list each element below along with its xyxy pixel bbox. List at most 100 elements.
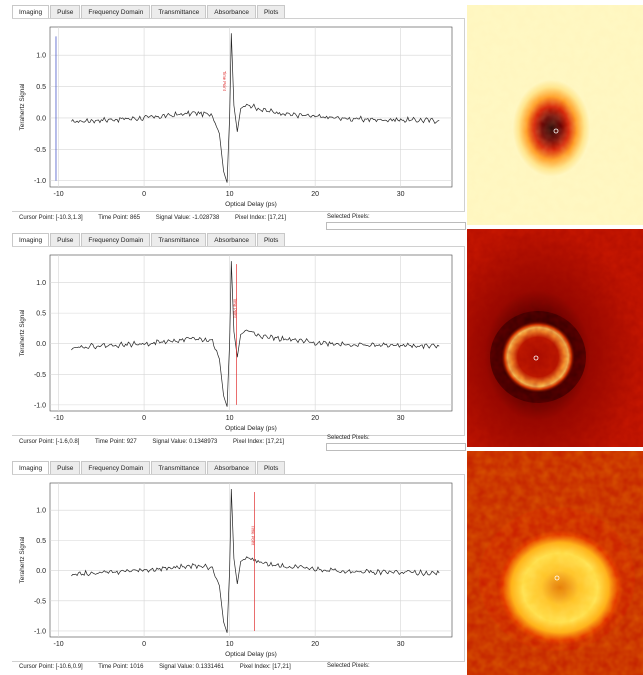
heatmap-noise (467, 5, 643, 225)
tab-bar: Imaging Pulse Frequency Domain Transmitt… (12, 233, 286, 247)
y-tick-label: 0.0 (36, 341, 46, 348)
tab-transmittance[interactable]: Transmittance (151, 461, 207, 474)
cursor-point-readout: Cursor Point: [-1.6,0.8] (19, 439, 80, 445)
x-tick-label: 30 (397, 415, 405, 422)
time-point-readout: Time Point: 865 (98, 215, 141, 221)
status-bar: Cursor Point: [-10.6,0.9] Time Point: 10… (19, 664, 305, 670)
x-tick-label: -10 (53, 191, 63, 198)
x-tick-label: 0 (142, 641, 146, 648)
x-axis-label: Optical Delay (ps) (225, 651, 277, 658)
x-tick-label: 30 (397, 641, 405, 648)
y-tick-label: 0.5 (36, 311, 46, 318)
tab-absorbance[interactable]: Absorbance (207, 461, 256, 474)
tab-bar: Imaging Pulse Frequency Domain Transmitt… (12, 5, 286, 19)
pixel-index-readout: Pixel Index: [17,21] (233, 439, 285, 445)
status-bar: Cursor Point: [-1.6,0.8] Time Point: 927… (19, 439, 298, 445)
heatmap-canvas[interactable] (467, 229, 643, 447)
tab-plots[interactable]: Plots (256, 233, 286, 246)
tab-absorbance[interactable]: Absorbance (207, 5, 256, 18)
y-tick-label: 1.0 (36, 508, 46, 515)
thz-image-heatmap-3[interactable] (467, 451, 643, 675)
heatmap-noise (467, 229, 643, 447)
x-axis-label: Optical Delay (ps) (225, 201, 277, 208)
signal-value-readout: Signal Value: 0.1348973 (152, 439, 218, 445)
signal-value-readout: Signal Value: 0.1331461 (159, 664, 225, 670)
plot-frame (49, 26, 453, 188)
terahertz-signal-chart[interactable]: -10 0 10 20 30 1.0 0.5 0.0 -0.5 -1.0 Optical Delay… (12, 19, 464, 211)
selected-pixels-list[interactable] (326, 222, 466, 230)
tab-plots[interactable]: Plots (256, 461, 286, 474)
y-axis-label: Terahertz Signal (19, 536, 26, 584)
x-tick-label: 10 (226, 641, 234, 648)
x-tick-label: -10 (53, 415, 63, 422)
y-tick-label: -1.0 (34, 628, 46, 635)
x-tick-label: 30 (397, 191, 405, 198)
tab-plots[interactable]: Plots (256, 5, 286, 18)
tab-pulse[interactable]: Pulse (50, 233, 81, 246)
x-tick-label: 0 (142, 415, 146, 422)
x-tick-label: 20 (311, 191, 319, 198)
imaging-panel-1: Imaging Pulse Frequency Domain Transmitt… (0, 5, 466, 230)
y-tick-label: 0.5 (36, 84, 46, 91)
y-tick-label: 0.0 (36, 115, 46, 122)
heatmap-canvas[interactable] (467, 5, 643, 225)
time-point-readout: Time Point: 1016 (98, 664, 144, 670)
terahertz-trace (71, 33, 440, 183)
y-tick-label: -0.5 (34, 598, 46, 605)
x-tick-label: -10 (53, 641, 63, 648)
time-point-marker-label: Time Point (250, 525, 255, 546)
selected-pixel-marker[interactable] (533, 355, 539, 361)
pixel-index-readout: Pixel Index: [17,21] (239, 664, 291, 670)
x-tick-label: 10 (226, 191, 234, 198)
thz-image-heatmap-2[interactable] (467, 229, 643, 447)
x-axis-label: Optical Delay (ps) (225, 425, 277, 432)
tab-frequency-domain[interactable]: Frequency Domain (81, 233, 151, 246)
y-tick-label: -0.5 (34, 372, 46, 379)
heatmap-noise (467, 451, 643, 675)
selected-pixel-marker[interactable] (553, 128, 559, 134)
cursor-point-readout: Cursor Point: [-10.6,0.9] (19, 664, 83, 670)
time-point-marker-label: Time Point (232, 298, 237, 319)
tab-frequency-domain[interactable]: Frequency Domain (81, 5, 151, 18)
tab-pulse[interactable]: Pulse (50, 5, 81, 18)
y-tick-label: 0.5 (36, 538, 46, 545)
x-tick-label: 10 (226, 415, 234, 422)
terahertz-trace (71, 261, 440, 407)
terahertz-signal-chart[interactable]: -10 0 10 20 30 1.0 0.5 0.0 -0.5 -1.0 Optical Delay… (12, 247, 464, 435)
thz-image-heatmap-1[interactable] (467, 5, 643, 225)
signal-plot-area[interactable]: -10 0 10 20 30 1.0 0.5 0.0 -0.5 -1.0 Optical Delay… (12, 18, 465, 212)
tab-bar: Imaging Pulse Frequency Domain Transmitt… (12, 461, 286, 475)
selected-pixels-label: Selected Pixels: (327, 214, 370, 220)
tab-pulse[interactable]: Pulse (50, 461, 81, 474)
tab-imaging[interactable]: Imaging (12, 461, 50, 475)
selected-pixels-label: Selected Pixels: (327, 663, 370, 669)
imaging-panel-2: Imaging Pulse Frequency Domain Transmitt… (0, 233, 466, 455)
terahertz-signal-chart[interactable]: -10 0 10 20 30 1.0 0.5 0.0 -0.5 -1.0 Optical Delay… (12, 475, 464, 661)
signal-plot-area[interactable]: -10 0 10 20 30 1.0 0.5 0.0 -0.5 -1.0 Optical Delay… (12, 474, 465, 662)
y-tick-label: 1.0 (36, 53, 46, 60)
plot-frame (49, 254, 453, 412)
cursor-point-readout: Cursor Point: [-10.3,1.3] (19, 215, 83, 221)
tab-imaging[interactable]: Imaging (12, 233, 50, 247)
selected-pixels-list[interactable] (326, 443, 466, 451)
imaging-panel-3: Imaging Pulse Frequency Domain Transmitt… (0, 461, 465, 675)
heatmap-canvas[interactable] (467, 451, 643, 675)
tab-absorbance[interactable]: Absorbance (207, 233, 256, 246)
y-tick-label: -1.0 (34, 402, 46, 409)
x-tick-label: 20 (311, 641, 319, 648)
pixel-index-readout: Pixel Index: [17,21] (235, 215, 287, 221)
tab-frequency-domain[interactable]: Frequency Domain (81, 461, 151, 474)
tab-imaging[interactable]: Imaging (12, 5, 50, 19)
y-axis-label: Terahertz Signal (19, 83, 26, 131)
y-tick-label: -1.0 (34, 178, 46, 185)
signal-plot-area[interactable]: -10 0 10 20 30 1.0 0.5 0.0 -0.5 -1.0 Optical Delay… (12, 246, 465, 436)
tab-transmittance[interactable]: Transmittance (151, 233, 207, 246)
x-tick-label: 0 (142, 191, 146, 198)
y-axis-label: Terahertz Signal (19, 309, 26, 357)
tab-transmittance[interactable]: Transmittance (151, 5, 207, 18)
time-point-readout: Time Point: 927 (94, 439, 137, 445)
selected-pixel-marker[interactable] (554, 575, 560, 581)
selected-pixels-label: Selected Pixels: (327, 435, 370, 441)
status-bar: Cursor Point: [-10.3,1.3] Time Point: 86… (19, 215, 300, 221)
x-tick-label: 20 (311, 415, 319, 422)
